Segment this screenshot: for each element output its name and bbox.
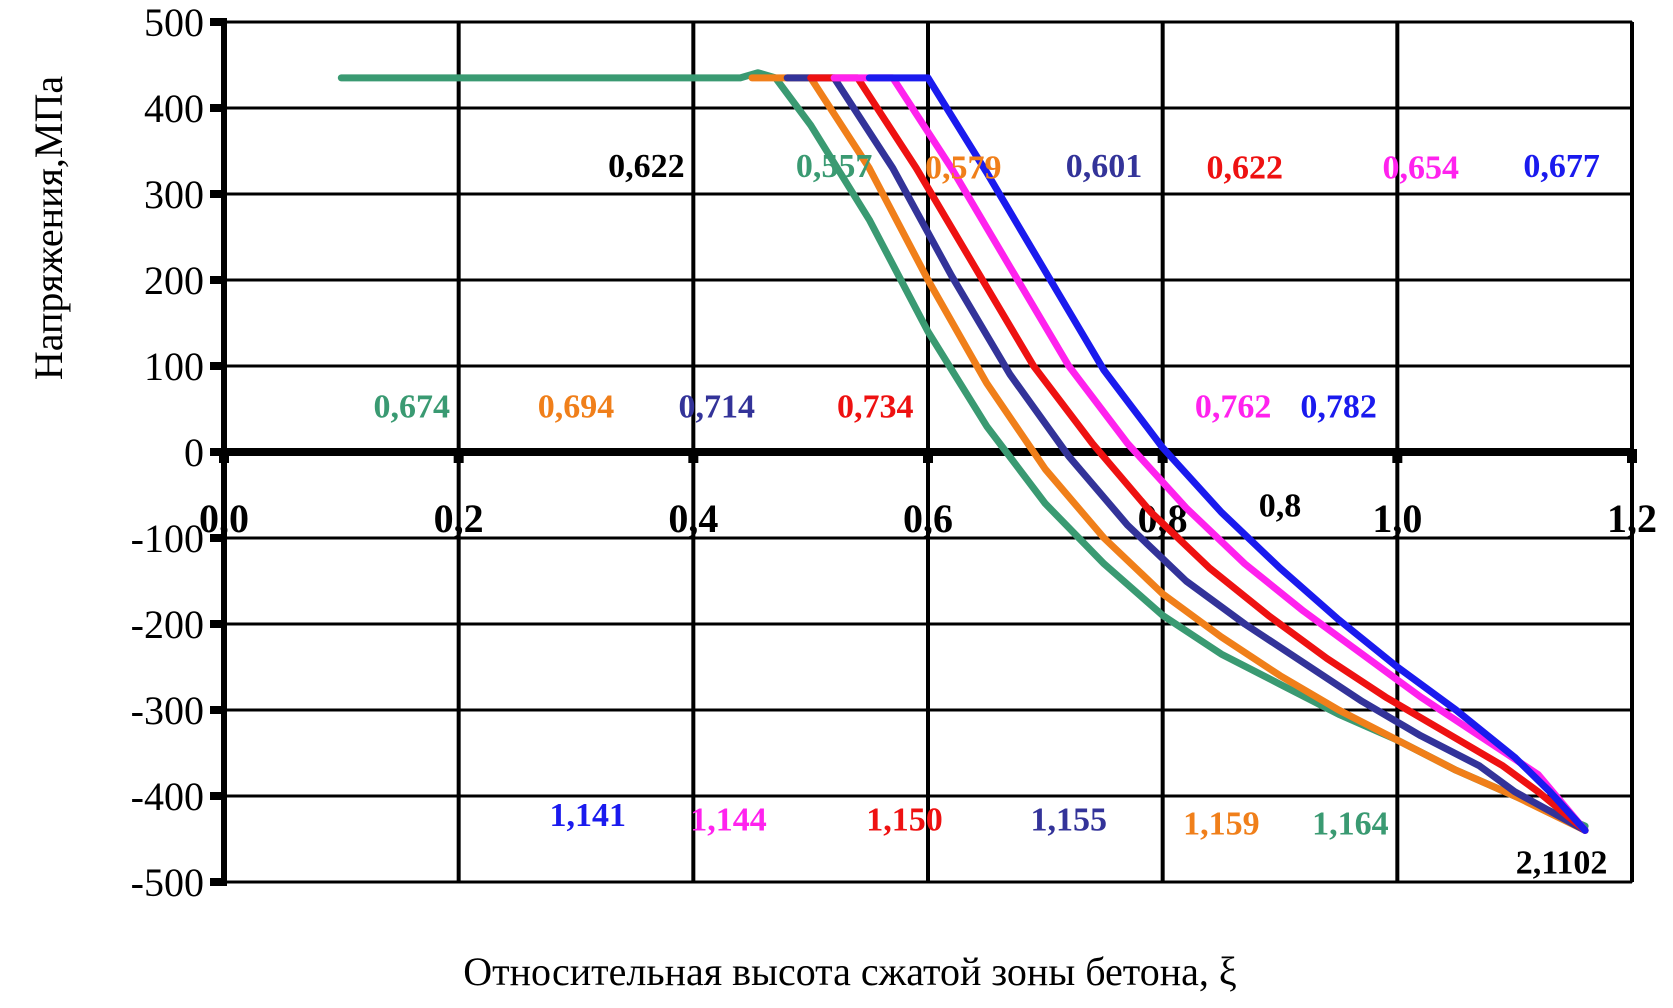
annotation-label: 1,155 [1031,801,1108,838]
series-line-magenta [830,74,1589,834]
series-line-red [807,74,1589,834]
y-tick-label: -200 [131,602,204,647]
series-line-navy [783,74,1589,834]
y-tick-label: 400 [144,86,204,131]
y-tick-mark [210,448,226,456]
x-tick-label: 1,2 [1607,496,1657,541]
y-tick-label: -400 [131,774,204,819]
y-tick-label: 300 [144,172,204,217]
annotation-label: 0,622 [1207,150,1284,187]
y-axis-label: Напряжения,МПа [26,76,71,380]
annotation-label: 0,8 [1259,488,1302,525]
x-tick-mark [1627,449,1637,463]
annotation-label: 0,622 [608,148,685,185]
y-tick-label: 500 [144,0,204,45]
x-tick-label: 0,6 [903,496,953,541]
annotation-label: 0,714 [679,389,756,426]
axes [210,18,1637,886]
y-tick-label: 100 [144,344,204,389]
x-tick-mark [1392,449,1403,463]
annotation-label: 0,694 [538,389,615,426]
annotation-label: 0,762 [1195,389,1272,426]
x-tick-label: 0,4 [668,496,718,541]
x-tick-mark [453,449,464,463]
y-tick-label: -300 [131,688,204,733]
annotation-label: 1,141 [549,797,626,834]
x-axis-label: Относительная высота сжатой зоны бетона,… [463,949,1236,994]
annotation-label: 0,601 [1066,148,1143,185]
x-tick-mark [1157,449,1168,463]
y-tick-mark [210,878,226,886]
annotation-label: 1,164 [1312,806,1389,843]
annotation-label: 0,674 [373,389,450,426]
annotation-label: 0,734 [837,389,914,426]
y-tick-mark [210,190,226,198]
annotations: 0,622 0,557 0,579 0,601 0,622 0,654 0,677 0,674… [373,148,1607,882]
annotation-label: 0,677 [1523,148,1600,185]
y-tick-mark [210,706,226,714]
y-tick-label: -100 [131,516,204,561]
annotation-label: 0,782 [1300,389,1377,426]
y-tick-mark [210,362,226,370]
y-tick-mark [210,18,226,26]
y-tick-mark [210,104,226,112]
x-tick-label: 0,0 [199,496,249,541]
y-tick-label: 200 [144,258,204,303]
y-tick-mark [210,276,226,284]
annotation-label: 1,150 [866,801,943,838]
annotation-label: 1,159 [1183,806,1260,843]
y-tick-mark [210,792,226,800]
y-tick-label: 0 [184,430,204,475]
annotation-label: 0,557 [796,148,873,185]
y-tick-mark [210,620,226,628]
series-lines [337,69,1589,834]
annotation-label: 2,1102 [1516,844,1608,881]
series-line-blue [865,74,1589,834]
x-tick-label: 1,0 [1372,496,1422,541]
annotation-label: 0,579 [925,150,1002,187]
annotation-label: 1,144 [690,801,767,838]
series-line-orange [748,74,1589,834]
annotation-label: 0,654 [1383,150,1460,187]
x-tick-label: 0,2 [434,496,484,541]
x-tick-mark [923,449,933,463]
y-tick-mark [210,534,226,542]
tick-labels: 500 400 300 200 100 0 -100 -200 -300 -400 -500 0,0 0… [131,0,1657,905]
x-tick-mark [688,449,699,463]
y-tick-label: -500 [131,860,204,905]
